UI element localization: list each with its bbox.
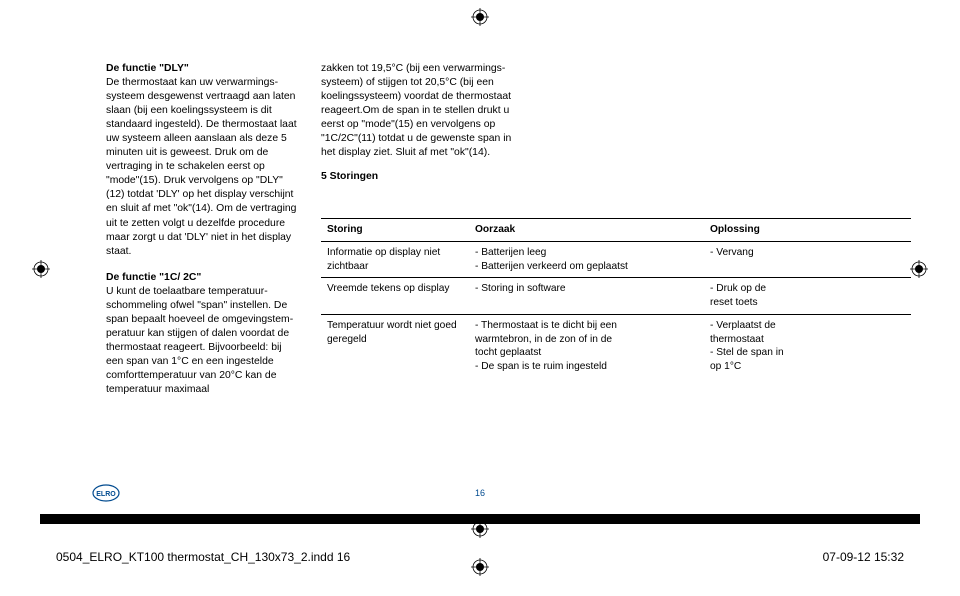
cell: Temperatuur wordt niet goed geregeld xyxy=(321,314,469,378)
footer: 0504_ELRO_KT100 thermostat_CH_130x73_2.i… xyxy=(56,550,904,564)
registration-top xyxy=(471,8,489,26)
th-oplossing: Oplossing xyxy=(704,219,911,242)
fault-table: Storing Oorzaak Oplossing Informatie op … xyxy=(321,218,911,378)
heading-storingen: 5 Storingen xyxy=(321,170,516,184)
footer-filename: 0504_ELRO_KT100 thermostat_CH_130x73_2.i… xyxy=(56,550,350,564)
cell: - Storing in software xyxy=(469,278,704,315)
th-oorzaak: Oorzaak xyxy=(469,219,704,242)
cell: Informatie op display niet zichtbaar xyxy=(321,241,469,278)
th-storing: Storing xyxy=(321,219,469,242)
cell: - Druk op de reset toets xyxy=(704,278,911,315)
trim-bar xyxy=(40,514,920,524)
heading-1c2c: De functie "1C/ 2C" xyxy=(106,272,201,283)
table-row: Temperatuur wordt niet goed geregeld - T… xyxy=(321,314,911,378)
column-1: De functie "DLY" De thermostaat kan uw v… xyxy=(106,62,301,397)
table-row: Informatie op display niet zichtbaar - B… xyxy=(321,241,911,278)
cell: Vreemde tekens op display xyxy=(321,278,469,315)
column-2: zakken tot 19,5°C (bij een verwarmings­s… xyxy=(321,62,516,397)
cell: - Batterijen leeg - Batterijen verkeerd … xyxy=(469,241,704,278)
registration-left xyxy=(32,260,50,278)
table-header-row: Storing Oorzaak Oplossing xyxy=(321,219,911,242)
heading-dly: De functie "DLY" xyxy=(106,63,189,74)
cell: - Verplaatst de thermostaat - Stel de sp… xyxy=(704,314,911,378)
page-content: De functie "DLY" De thermostaat kan uw v… xyxy=(106,62,926,397)
table-row: Vreemde tekens op display - Storing in s… xyxy=(321,278,911,315)
para-continuation: zakken tot 19,5°C (bij een verwarmings­s… xyxy=(321,62,516,160)
footer-timestamp: 07-09-12 15:32 xyxy=(823,550,904,564)
para-dly: De thermostaat kan uw verwarmings­systee… xyxy=(106,77,297,257)
page-number: 16 xyxy=(0,488,960,498)
cell: - Vervang xyxy=(704,241,911,278)
cell: - Thermostaat is te dicht bij een warmte… xyxy=(469,314,704,378)
